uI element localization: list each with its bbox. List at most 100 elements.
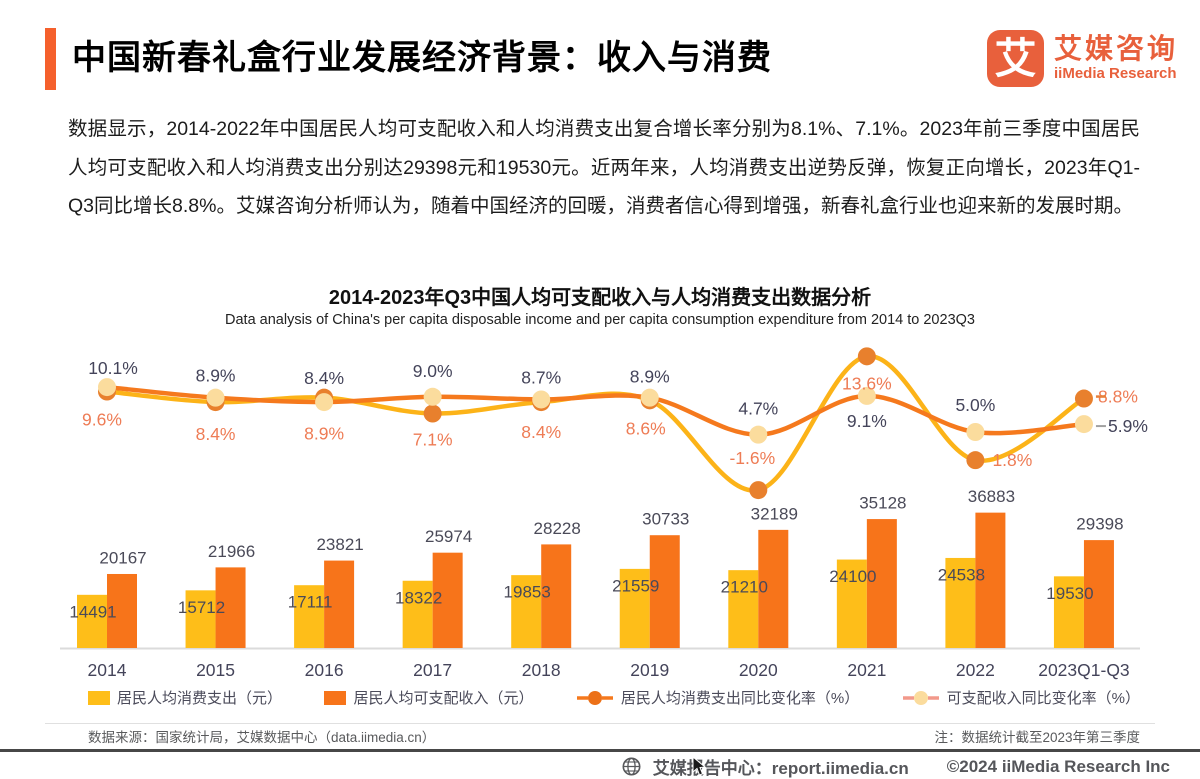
bar-value-income: 32189 <box>751 504 798 523</box>
pct-label-income: 9.0% <box>413 361 453 381</box>
pct-label-income: 5.0% <box>955 395 995 415</box>
pct-label-consumption: 8.6% <box>626 418 666 438</box>
bar-value-consumption: 15712 <box>178 598 225 617</box>
bar-value-income: 23821 <box>316 535 363 554</box>
bar-income-2014 <box>107 573 137 648</box>
dot-consumption-2017 <box>423 404 442 423</box>
legend-item-income-rate-line: 可支配收入同比变化率（%） <box>902 687 1140 708</box>
bar-income-2018 <box>541 544 572 648</box>
bar-income-2020 <box>758 529 789 648</box>
bar-consumption-2018 <box>511 575 542 648</box>
bar-value-consumption: 18322 <box>395 588 442 607</box>
bar-value-income: 25974 <box>425 527 472 546</box>
bar-value-income: 20167 <box>99 548 146 567</box>
dot-income-2019 <box>640 388 659 407</box>
pct-label-income: 4.7% <box>738 399 778 419</box>
bar-consumption-2021 <box>836 559 867 648</box>
divider-dark <box>0 749 1200 752</box>
legend-swatch-income <box>324 690 347 705</box>
pct-label-consumption: 7.1% <box>413 430 453 450</box>
dot-income-2015 <box>206 388 225 407</box>
bar-consumption-2022 <box>945 557 976 648</box>
bar-income-2023Q1-Q3 <box>1083 540 1114 648</box>
legend-item-consumption-bar: 居民人均消费支出（元） <box>88 687 282 708</box>
globe-icon <box>622 757 641 776</box>
bar-value-income: 30733 <box>642 510 689 529</box>
bar-value-consumption: 19530 <box>1046 584 1093 603</box>
bar-consumption-2019 <box>619 568 650 648</box>
bar-consumption-2017 <box>402 580 433 648</box>
title-accent-bar <box>45 28 56 90</box>
dot-income-2018 <box>532 390 551 409</box>
chart-title: 2014-2023年Q3中国人均可支配收入与人均消费支出数据分析 <box>328 287 872 309</box>
pct-label-consumption: 13.6% <box>842 373 892 393</box>
pct-label-consumption: 8.4% <box>521 422 561 442</box>
pct-label-income: 8.9% <box>630 367 670 387</box>
dot-income-2014 <box>98 378 116 397</box>
x-axis-tick-label: 2021 <box>847 660 886 680</box>
bar-income-2016 <box>324 560 355 648</box>
dot-consumption-2021 <box>857 347 876 366</box>
pct-label-income: 10.1% <box>88 358 138 378</box>
bar-income-2022 <box>975 512 1006 648</box>
chart-legend: 居民人均消费支出（元） 居民人均可支配收入（元） 居民人均消费支出同比变化率（%… <box>88 687 1140 708</box>
copyright-text: ©2024 iiMedia Research Inc <box>946 756 1170 776</box>
dot-consumption-2022 <box>966 451 985 470</box>
dot-income-2022 <box>966 423 985 441</box>
legend-label: 可支配收入同比变化率（%） <box>946 690 1140 707</box>
line-income-rate <box>104 384 1087 437</box>
legend-label: 居民人均消费支出（元） <box>117 690 283 707</box>
pct-label-consumption: 8.9% <box>304 424 344 444</box>
logo-name-en: iiMedia Research <box>1053 64 1177 82</box>
report-center-link[interactable]: 艾媒报告中心：report.iimedia.cn <box>652 759 909 778</box>
pct-label-consumption: 9.6% <box>82 410 122 430</box>
pct-label-income: 8.4% <box>304 368 344 388</box>
x-axis-tick-label: 2022 <box>956 660 995 680</box>
dot-income-2016 <box>315 393 334 412</box>
bar-consumption-2020 <box>728 570 759 648</box>
pct-label-consumption: 8.4% <box>196 424 236 444</box>
page-title: 中国新春礼盒行业发展经济背景：收入与消费 <box>72 39 772 77</box>
report-footer-bar: 艾媒报告中心：report.iimedia.cn ©2024 iiMedia R… <box>622 754 1170 779</box>
legend-item-income-bar: 居民人均可支配收入（元） <box>324 687 533 708</box>
iimedia-logo: 艾 艾媒咨询 iiMedia Research <box>986 30 1178 87</box>
pct-label-income: 8.7% <box>521 367 561 387</box>
bar-income-2021 <box>866 519 897 648</box>
legend-item-consumption-rate-line: 居民人均消费支出同比变化率（%） <box>576 687 859 708</box>
x-axis-tick-label: 2023Q1-Q3 <box>1038 660 1129 680</box>
dot-income-2021 <box>857 386 876 405</box>
bar-consumption-2015 <box>185 590 216 648</box>
x-axis-tick-label: 2019 <box>630 660 669 680</box>
dot-consumption-2020 <box>749 481 768 500</box>
pct-label-consumption: 1.8% <box>992 450 1032 470</box>
bar-value-consumption: 14491 <box>69 602 116 621</box>
legend-swatch-consumption <box>88 690 110 705</box>
line-consumption-rate <box>104 354 1087 493</box>
mouse-cursor <box>692 756 707 776</box>
bar-income-2015 <box>215 567 246 648</box>
bar-value-income: 21966 <box>208 542 255 561</box>
statistics-note: 注：数据统计截至2023年第三季度 <box>934 730 1140 745</box>
bar-value-consumption: 21559 <box>612 576 659 595</box>
pct-label-consumption: -1.6% <box>729 448 775 468</box>
divider-light <box>45 723 1155 724</box>
pct-label-income: 5.9% <box>1108 416 1148 436</box>
bar-value-income: 29398 <box>1076 515 1123 534</box>
pct-label-consumption: 8.8% <box>1098 387 1138 407</box>
bar-value-income: 35128 <box>859 494 906 513</box>
bar-income-2019 <box>649 535 680 648</box>
legend-line-dot-icon-income <box>902 690 940 706</box>
legend-label: 居民人均可支配收入（元） <box>353 690 534 707</box>
bar-value-consumption: 24100 <box>829 567 876 586</box>
legend-line-dot-icon-consumption <box>576 690 614 706</box>
bar-value-income: 28228 <box>534 519 581 538</box>
intro-paragraph: 数据显示，2014-2022年中国居民人均可支配收入和人均消费支出复合增长率分别… <box>68 118 1140 217</box>
bar-value-consumption: 19853 <box>504 583 551 602</box>
x-axis-tick-label: 2015 <box>196 660 235 680</box>
legend-label: 居民人均消费支出同比变化率（%） <box>620 690 860 707</box>
dot-income-2023Q1-Q3 <box>1074 415 1093 434</box>
pct-label-income: 9.1% <box>847 411 887 431</box>
x-axis-tick-label: 2017 <box>413 660 452 680</box>
bar-value-consumption: 24538 <box>938 565 985 584</box>
